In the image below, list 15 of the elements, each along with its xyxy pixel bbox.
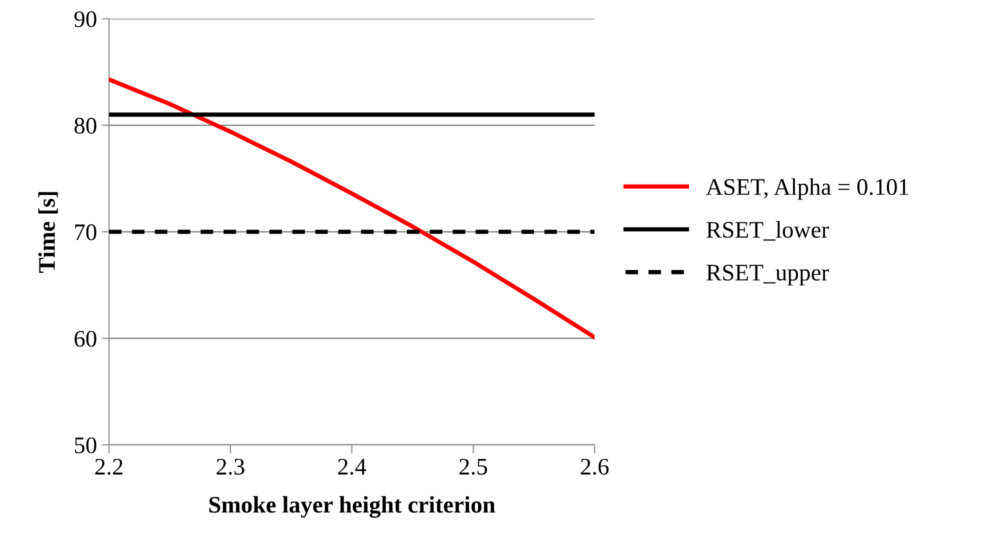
y-tick-label: 80 <box>74 118 96 134</box>
y-tick-label: 50 <box>74 437 96 454</box>
legend-label: RSET_upper <box>706 264 829 286</box>
x-axis-title: Smoke layer height criterion <box>209 496 496 518</box>
x-tick-label: 2.6 <box>580 458 609 475</box>
x-tick-label: 2.5 <box>459 458 488 475</box>
y-tick-label: 90 <box>74 11 96 28</box>
y-tick-label: 60 <box>74 330 96 347</box>
x-tick-label: 2.2 <box>95 458 122 475</box>
x-tick-label: 2.3 <box>216 458 244 475</box>
y-tick-label: 70 <box>75 224 96 240</box>
y-axis-title: Time [s] <box>38 192 58 273</box>
legend-label: ASET, Alpha = 0.101 <box>706 178 908 200</box>
legend-label: RSET_lower <box>706 221 829 241</box>
x-tick-label: 2.4 <box>338 458 366 475</box>
